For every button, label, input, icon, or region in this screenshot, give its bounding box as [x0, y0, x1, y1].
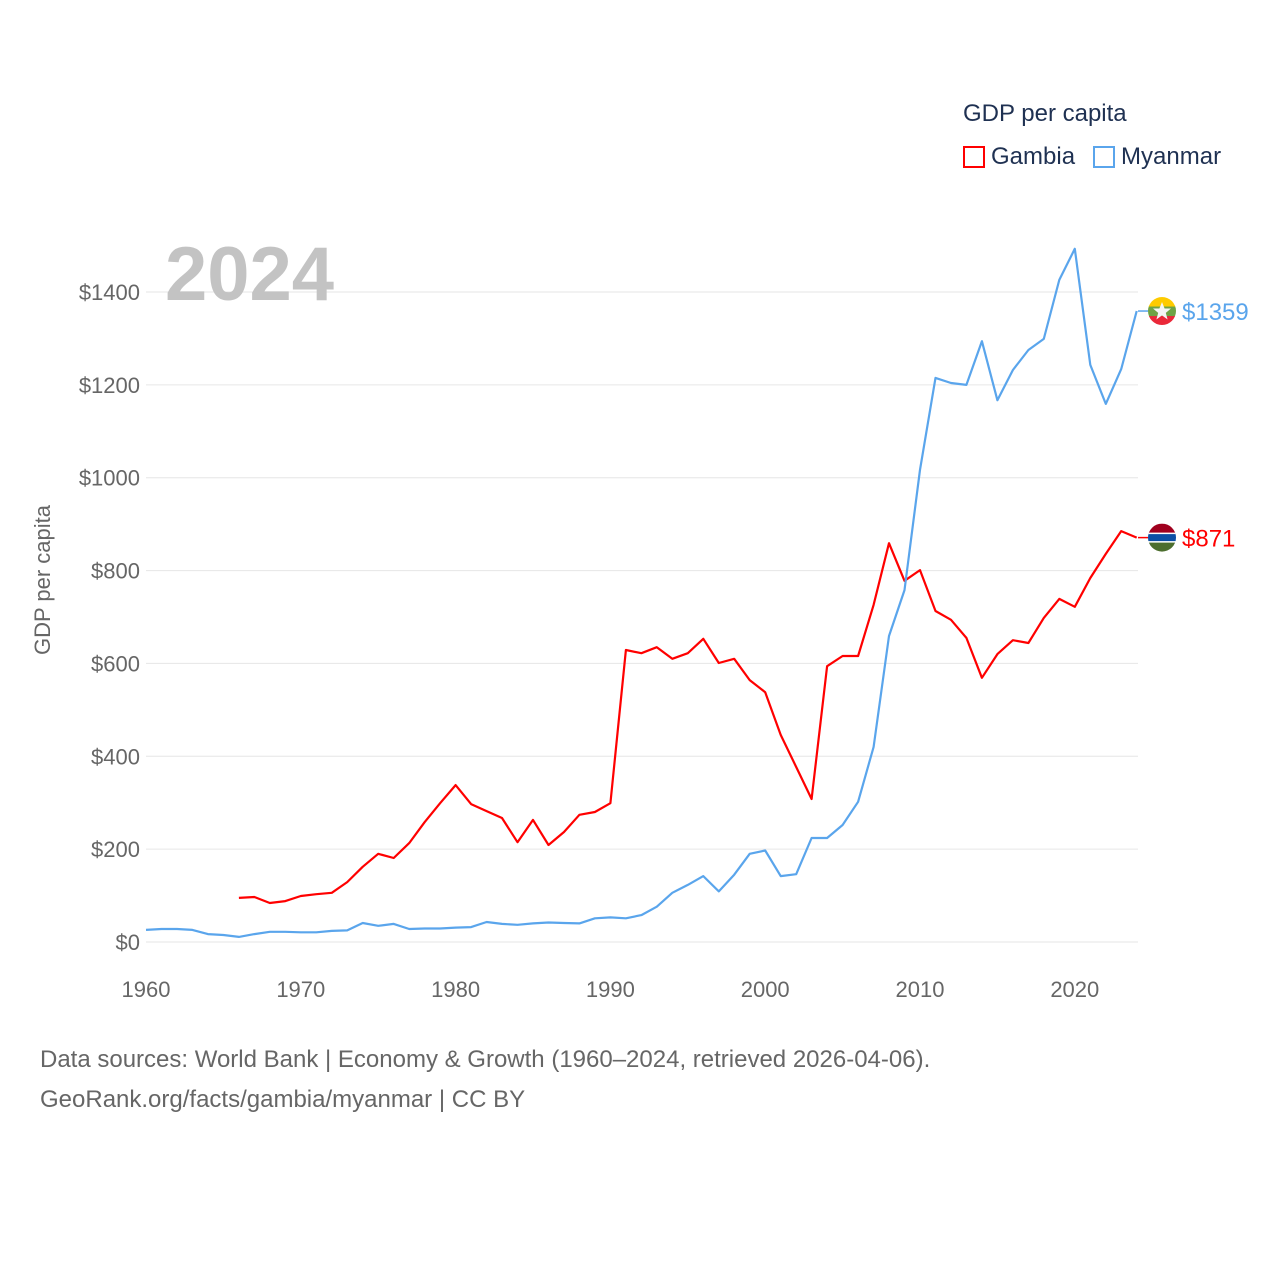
legend-title: GDP per capita [963, 100, 1127, 127]
series-line-myanmar [145, 247, 1138, 939]
legend-label-myanmar[interactable]: Myanmar [1121, 143, 1222, 170]
y-tick-label: $0 [116, 930, 140, 955]
footer-credit: GeoRank.org/facts/gambia/myanmar | CC BY [40, 1086, 526, 1113]
y-tick-label: $400 [91, 744, 140, 769]
y-tick-label: $800 [91, 559, 140, 584]
x-tick-label: 1970 [276, 977, 325, 1002]
series-line-gambia [238, 529, 1138, 905]
x-tick-label: 1980 [431, 977, 480, 1002]
y-tick-label: $1400 [79, 280, 140, 305]
legend-label-gambia[interactable]: Gambia [991, 143, 1076, 170]
footer-sources: Data sources: World Bank | Economy & Gro… [40, 1046, 931, 1073]
y-axis-label: GDP per capita [30, 504, 55, 655]
y-tick-label: $200 [91, 837, 140, 862]
y-tick-label: $1000 [79, 466, 140, 491]
x-tick-label: 2020 [1050, 977, 1099, 1002]
gambia-flag-icon [1148, 523, 1176, 552]
myanmar-flag-icon [1148, 297, 1176, 326]
y-tick-label: $600 [91, 651, 140, 676]
legend: Gambia Myanmar [963, 143, 1221, 171]
end-value-label-myanmar: $1359 [1182, 299, 1249, 326]
x-tick-label: 1960 [122, 977, 171, 1002]
end-value-label-gambia: $871 [1182, 526, 1235, 553]
y-tick-label: $1200 [79, 373, 140, 398]
x-tick-label: 2010 [896, 977, 945, 1002]
legend-swatch-myanmar [1093, 146, 1116, 168]
x-tick-label: 1990 [586, 977, 635, 1002]
x-tick-label: 2000 [741, 977, 790, 1002]
year-watermark: 2024 [165, 232, 334, 317]
legend-swatch-gambia [963, 146, 985, 168]
